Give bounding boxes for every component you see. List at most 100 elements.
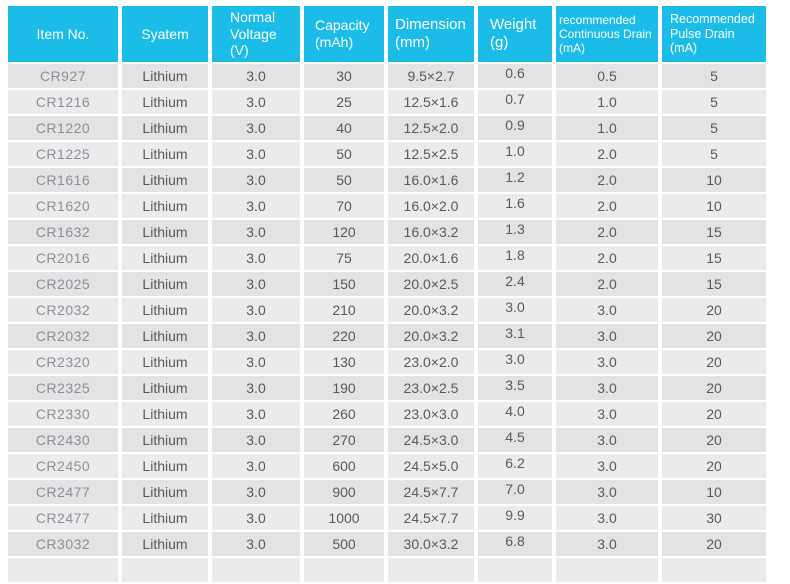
cell-capacity: 600 (304, 454, 384, 478)
cell-dimension: 20.0×1.6 (388, 246, 474, 270)
table-row: CR1216 Lithium 3.0 25 12.5×1.6 0.7 1.0 5 (8, 90, 766, 114)
cell-empty (212, 558, 300, 582)
cell-continuous-drain: 2.0 (556, 220, 658, 244)
cell-capacity: 40 (304, 116, 384, 140)
cell-continuous-drain: 0.5 (556, 64, 658, 88)
cell-normal-voltage: 3.0 (212, 376, 300, 400)
table-row: CR1632 Lithium 3.0 120 16.0×3.2 1.3 2.0 15 (8, 220, 766, 244)
cell-weight: 4.5 (478, 428, 552, 452)
cell-weight: 6.8 (478, 532, 552, 556)
cell-item-no: CR2032 (8, 324, 118, 348)
cell-item-no: CR1620 (8, 194, 118, 218)
cell-system: Lithium (122, 454, 208, 478)
table-row: CR2032 Lithium 3.0 220 20.0×3.2 3.1 3.0 20 (8, 324, 766, 348)
cell-continuous-drain: 3.0 (556, 506, 658, 530)
table-row: CR2025 Lithium 3.0 150 20.0×2.5 2.4 2.0 15 (8, 272, 766, 296)
cell-dimension: 12.5×1.6 (388, 90, 474, 114)
cell-system: Lithium (122, 506, 208, 530)
cell-continuous-drain: 3.0 (556, 532, 658, 556)
cell-empty (478, 558, 552, 582)
cell-weight: 3.5 (478, 376, 552, 400)
cell-normal-voltage: 3.0 (212, 246, 300, 270)
cell-weight: 0.9 (478, 116, 552, 140)
col-header-normal-voltage: Normal Voltage (V) (212, 6, 300, 62)
cell-system: Lithium (122, 220, 208, 244)
page: { "colors": { "header_bg": "#1bbde8", "h… (0, 4, 790, 582)
cell-pulse-drain: 20 (662, 350, 766, 374)
cell-pulse-drain: 30 (662, 506, 766, 530)
cell-empty (556, 558, 658, 582)
cell-capacity: 190 (304, 376, 384, 400)
cell-dimension: 24.5×5.0 (388, 454, 474, 478)
cell-normal-voltage: 3.0 (212, 272, 300, 296)
cell-dimension: 23.0×3.0 (388, 402, 474, 426)
table-row-partial (8, 558, 766, 582)
cell-pulse-drain: 5 (662, 142, 766, 166)
cell-dimension: 24.5×7.7 (388, 480, 474, 504)
table-header: Item No. Syatem Normal Voltage (V) Capac… (8, 6, 766, 62)
cell-continuous-drain: 3.0 (556, 402, 658, 426)
cell-item-no: CR2032 (8, 298, 118, 322)
table-row: CR1620 Lithium 3.0 70 16.0×2.0 1.6 2.0 10 (8, 194, 766, 218)
cell-item-no: CR1632 (8, 220, 118, 244)
cell-item-no: CR1616 (8, 168, 118, 192)
cell-pulse-drain: 10 (662, 480, 766, 504)
cell-empty (662, 558, 766, 582)
cell-empty (304, 558, 384, 582)
cell-continuous-drain: 2.0 (556, 246, 658, 270)
cell-dimension: 9.5×2.7 (388, 64, 474, 88)
cell-dimension: 30.0×3.2 (388, 532, 474, 556)
cell-item-no: CR1225 (8, 142, 118, 166)
cell-pulse-drain: 15 (662, 246, 766, 270)
cell-capacity: 210 (304, 298, 384, 322)
col-header-pulse-drain: Recommended Pulse Drain (mA) (662, 6, 766, 62)
cell-continuous-drain: 2.0 (556, 272, 658, 296)
cell-continuous-drain: 3.0 (556, 350, 658, 374)
cell-pulse-drain: 5 (662, 64, 766, 88)
table-row: CR3032 Lithium 3.0 500 30.0×3.2 6.8 3.0 20 (8, 532, 766, 556)
cell-normal-voltage: 3.0 (212, 402, 300, 426)
cell-normal-voltage: 3.0 (212, 506, 300, 530)
cell-normal-voltage: 3.0 (212, 350, 300, 374)
cell-weight: 1.0 (478, 142, 552, 166)
cell-normal-voltage: 3.0 (212, 90, 300, 114)
cell-item-no: CR2320 (8, 350, 118, 374)
cell-normal-voltage: 3.0 (212, 168, 300, 192)
cell-item-no: CR2477 (8, 506, 118, 530)
cell-system: Lithium (122, 246, 208, 270)
cell-dimension: 23.0×2.5 (388, 376, 474, 400)
cell-pulse-drain: 20 (662, 454, 766, 478)
cell-weight: 7.0 (478, 480, 552, 504)
cell-dimension: 16.0×3.2 (388, 220, 474, 244)
cell-system: Lithium (122, 402, 208, 426)
cell-item-no: CR2450 (8, 454, 118, 478)
table-row: CR2330 Lithium 3.0 260 23.0×3.0 4.0 3.0 20 (8, 402, 766, 426)
cell-system: Lithium (122, 480, 208, 504)
cell-weight: 1.2 (478, 168, 552, 192)
cell-item-no: CR927 (8, 64, 118, 88)
table-body: CR927 Lithium 3.0 30 9.5×2.7 0.6 0.5 5 CR1216 Lit… (8, 64, 766, 582)
col-header-dimension: Dimension (mm) (388, 6, 474, 62)
cell-dimension: 20.0×3.2 (388, 298, 474, 322)
cell-empty (8, 558, 118, 582)
cell-system: Lithium (122, 532, 208, 556)
cell-capacity: 30 (304, 64, 384, 88)
battery-spec-table: Item No. Syatem Normal Voltage (V) Capac… (4, 4, 770, 584)
cell-system: Lithium (122, 376, 208, 400)
table-row: CR2450 Lithium 3.0 600 24.5×5.0 6.2 3.0 20 (8, 454, 766, 478)
cell-normal-voltage: 3.0 (212, 220, 300, 244)
cell-pulse-drain: 5 (662, 90, 766, 114)
cell-pulse-drain: 10 (662, 194, 766, 218)
cell-item-no: CR2330 (8, 402, 118, 426)
cell-system: Lithium (122, 272, 208, 296)
cell-weight: 3.0 (478, 350, 552, 374)
table-row: CR2477 Lithium 3.0 900 24.5×7.7 7.0 3.0 10 (8, 480, 766, 504)
cell-weight: 1.8 (478, 246, 552, 270)
cell-capacity: 270 (304, 428, 384, 452)
table-row: CR2477 Lithium 3.0 1000 24.5×7.7 9.9 3.0 30 (8, 506, 766, 530)
cell-normal-voltage: 3.0 (212, 142, 300, 166)
cell-capacity: 25 (304, 90, 384, 114)
cell-system: Lithium (122, 90, 208, 114)
cell-capacity: 900 (304, 480, 384, 504)
col-header-weight: Weight (g) (478, 6, 552, 62)
